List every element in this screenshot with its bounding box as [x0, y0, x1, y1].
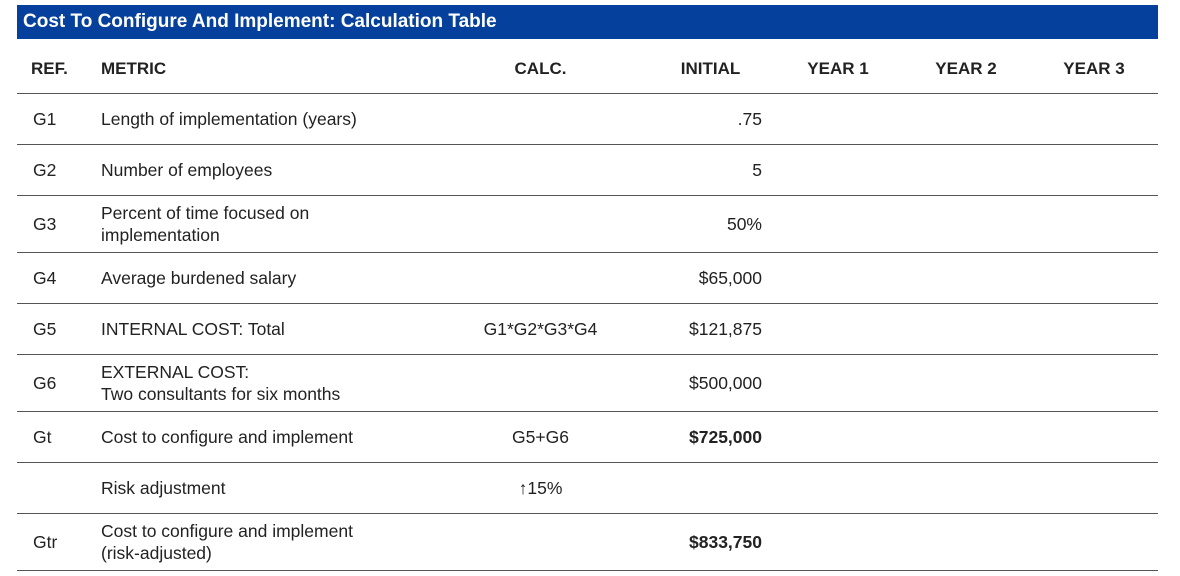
cell-initial: $833,750 — [689, 532, 762, 552]
header-ref: REF. — [31, 59, 68, 78]
cell-calc — [434, 253, 647, 304]
header-row: REF. METRIC CALC. INITIAL YEAR 1 YEAR 2 … — [17, 39, 1158, 94]
cell-calc: G1*G2*G3*G4 — [483, 319, 598, 339]
cell-calc — [434, 355, 647, 412]
table-row: Gt Cost to configure and implement G5+G6… — [17, 412, 1158, 463]
cell-ref: Gt — [33, 427, 52, 447]
cell-year3 — [1030, 196, 1158, 253]
header-year1: YEAR 1 — [807, 59, 869, 78]
cell-initial: $121,875 — [689, 319, 762, 339]
cell-ref: G4 — [33, 268, 57, 288]
cell-year1 — [774, 463, 902, 514]
cell-year3 — [1030, 145, 1158, 196]
cell-metric: Cost to configure and implement — [101, 427, 353, 447]
cell-metric-line2: (risk-adjusted) — [101, 543, 212, 563]
calculation-table: REF. METRIC CALC. INITIAL YEAR 1 YEAR 2 … — [17, 39, 1158, 571]
cell-year1 — [774, 355, 902, 412]
cell-year2 — [902, 304, 1030, 355]
cell-year3 — [1030, 412, 1158, 463]
cell-metric: Cost to configure and implement (risk-adj… — [99, 514, 434, 571]
cell-initial: $500,000 — [689, 373, 762, 393]
cell-year3 — [1030, 253, 1158, 304]
table-row: G1 Length of implementation (years) .75 — [17, 94, 1158, 145]
table-row: G2 Number of employees 5 — [17, 145, 1158, 196]
cell-metric: Length of implementation (years) — [101, 109, 357, 129]
cell-ref: G5 — [33, 319, 57, 339]
cell-year3 — [1030, 355, 1158, 412]
cell-metric: Percent of time focused on implementation — [99, 196, 434, 253]
cell-ref: G2 — [33, 160, 57, 180]
cell-metric-line2: implementation — [101, 225, 220, 245]
cell-year2 — [902, 145, 1030, 196]
cell-metric: Risk adjustment — [101, 478, 226, 498]
table-row: G6 EXTERNAL COST: Two consultants for six… — [17, 355, 1158, 412]
header-metric: METRIC — [101, 59, 167, 78]
cell-calc — [434, 145, 647, 196]
cell-initial: 5 — [752, 160, 762, 180]
cell-metric-line1: Percent of time focused on — [101, 203, 310, 223]
cell-year2 — [902, 514, 1030, 571]
cell-calc — [434, 94, 647, 145]
cell-metric: Average burdened salary — [101, 268, 297, 288]
header-calc: CALC. — [514, 59, 567, 78]
cell-ref — [17, 463, 99, 514]
cell-year1 — [774, 145, 902, 196]
table-row: G5 INTERNAL COST: Total G1*G2*G3*G4 $121… — [17, 304, 1158, 355]
table-row: Risk adjustment ↑15% — [17, 463, 1158, 514]
cell-calc — [434, 196, 647, 253]
cell-calc — [434, 514, 647, 571]
cell-ref: Gtr — [33, 532, 58, 552]
cell-metric: Number of employees — [101, 160, 273, 180]
cell-year2 — [902, 355, 1030, 412]
cell-metric: INTERNAL COST: Total — [101, 319, 285, 339]
cell-year3 — [1030, 514, 1158, 571]
header-year3: YEAR 3 — [1063, 59, 1125, 78]
cell-year3 — [1030, 94, 1158, 145]
header-year2: YEAR 2 — [935, 59, 997, 78]
cell-initial: .75 — [737, 109, 762, 129]
cell-year2 — [902, 463, 1030, 514]
cell-year1 — [774, 304, 902, 355]
cell-initial: 50% — [726, 214, 762, 234]
cell-metric-line1: Cost to configure and implement — [101, 521, 353, 541]
table-row: Gtr Cost to configure and implement (risk… — [17, 514, 1158, 571]
header-initial: INITIAL — [680, 59, 741, 78]
cell-year1 — [774, 94, 902, 145]
cell-year1 — [774, 196, 902, 253]
cell-metric: EXTERNAL COST: Two consultants for six mo… — [99, 355, 434, 412]
cell-calc: ↑15% — [518, 478, 563, 498]
cell-initial — [647, 463, 774, 514]
cell-year1 — [774, 253, 902, 304]
cell-metric-line1: EXTERNAL COST: — [101, 362, 250, 382]
cell-year2 — [902, 412, 1030, 463]
cell-year1 — [774, 412, 902, 463]
cell-year1 — [774, 514, 902, 571]
cell-year2 — [902, 253, 1030, 304]
cell-metric-line2: Two consultants for six months — [101, 384, 341, 404]
cell-ref: G1 — [33, 109, 57, 129]
cell-initial: $725,000 — [689, 427, 762, 447]
cell-ref: G6 — [33, 373, 57, 393]
calculation-table-container: Cost To Configure And Implement: Calcula… — [17, 5, 1158, 571]
cell-ref: G3 — [33, 214, 57, 234]
cell-year3 — [1030, 463, 1158, 514]
table-row: G3 Percent of time focused on implementat… — [17, 196, 1158, 253]
table-title: Cost To Configure And Implement: Calcula… — [17, 5, 1158, 39]
cell-calc: G5+G6 — [512, 427, 569, 447]
cell-year2 — [902, 196, 1030, 253]
cell-year2 — [902, 94, 1030, 145]
table-row: G4 Average burdened salary $65,000 — [17, 253, 1158, 304]
cell-year3 — [1030, 304, 1158, 355]
cell-initial: $65,000 — [698, 268, 762, 288]
